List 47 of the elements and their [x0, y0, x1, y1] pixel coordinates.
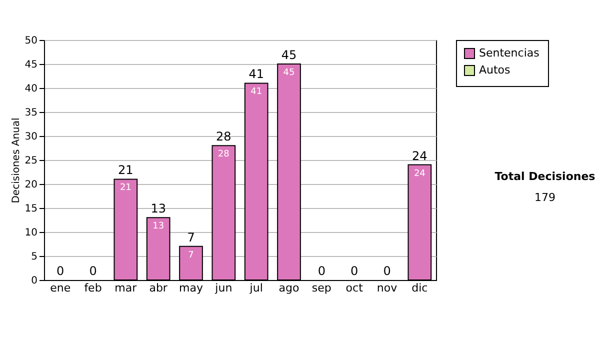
x-tick-label: nov	[376, 282, 398, 294]
y-tick-label: 0	[31, 276, 38, 286]
x-tick-label: jun	[214, 282, 232, 294]
text: Total Decisiones	[494, 170, 596, 183]
data-label: 21	[120, 183, 132, 194]
y-tick-label: 45	[24, 60, 38, 70]
y-tick-label: 25	[24, 156, 38, 166]
x-tick-label: jul	[248, 282, 263, 294]
x-tick-label: mar	[114, 282, 138, 294]
y-tick-label: 40	[24, 84, 38, 94]
x-tick-label: abr	[149, 282, 168, 294]
total-label: 0	[89, 264, 97, 278]
y-tick-label: 50	[24, 36, 38, 46]
total-label: 0	[56, 264, 64, 278]
total-label: 45	[281, 48, 297, 62]
data-label: 24	[414, 168, 426, 179]
y-tick-label: 30	[24, 132, 38, 142]
y-tick-label: 5	[31, 252, 38, 262]
y-tick-label: 35	[24, 108, 38, 118]
y-tick-label: 15	[24, 204, 38, 214]
x-tick-label: ene	[50, 282, 71, 294]
total-label: 41	[248, 67, 264, 82]
data-label: 41	[250, 87, 262, 98]
y-tick-label: 10	[24, 228, 38, 238]
total-label: 28	[216, 130, 232, 144]
x-tick-label: oct	[346, 282, 364, 294]
x-tick-label: feb	[84, 282, 102, 294]
total-label: 7	[187, 230, 195, 244]
legend-label: Sentencias	[479, 46, 540, 60]
total-label: 13	[150, 202, 166, 216]
data-label: 13	[152, 222, 164, 232]
y-tick-label: 20	[24, 180, 38, 190]
data-label: 45	[283, 68, 295, 78]
data-label: 7	[188, 250, 194, 260]
x-tick-label: dic	[412, 282, 428, 294]
total-label: 21	[118, 163, 134, 178]
text: 179	[534, 191, 556, 204]
total-label: 0	[383, 264, 391, 278]
x-tick-label: sep	[312, 282, 332, 294]
legend-label: Autos	[479, 64, 511, 76]
total-label: 24	[412, 148, 428, 163]
x-tick-label: may	[179, 282, 204, 294]
total-label: 0	[350, 264, 358, 278]
y-axis-title: Decisiones Anual	[10, 118, 22, 204]
total-label: 0	[318, 264, 326, 278]
x-tick-label: ago	[278, 282, 300, 294]
data-label: 28	[218, 150, 230, 160]
